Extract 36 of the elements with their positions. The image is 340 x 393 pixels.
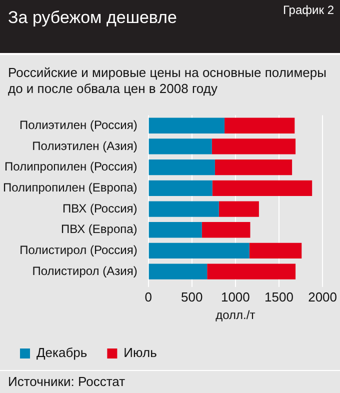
x-tick-label: 2000	[308, 289, 337, 304]
y-tick-label: Полипропилен (Россия)	[4, 160, 138, 174]
y-tick-label: ПВХ (Европа)	[60, 222, 138, 236]
bar	[202, 222, 250, 238]
bar	[148, 242, 250, 259]
bar	[214, 160, 292, 176]
y-tick-label: Полистирол (Россия)	[20, 243, 138, 258]
text: График 2	[282, 3, 334, 17]
chart-title: За рубежом дешевле	[8, 8, 177, 28]
bar	[207, 264, 296, 280]
y-tick-label: Полиэтилен (Азия)	[32, 138, 138, 153]
bar	[148, 264, 208, 280]
bar	[148, 180, 212, 196]
bar	[218, 201, 259, 217]
bar	[148, 160, 215, 176]
x-axis-title: долл./т	[216, 308, 256, 322]
bar	[249, 242, 302, 259]
text: Источники: Росстат	[0, 370, 340, 392]
bar	[212, 180, 312, 196]
x-tick-label: 1000	[220, 289, 250, 304]
x-tick-label: 0	[144, 289, 152, 304]
x-tick-label: 500	[181, 289, 203, 304]
y-tick-label: ПВХ (Россия)	[62, 201, 138, 216]
y-tick-label: Полипропилен (Европа)	[2, 180, 138, 194]
bar	[148, 118, 225, 134]
y-tick-label: Полиэтилен (Россия)	[20, 118, 138, 132]
bar	[148, 222, 202, 238]
chart-subtitle: Российские и мировые цены на основные полимеры до и после обвала цен в 2008 году	[0, 53, 340, 105]
x-tick-label: 1500	[264, 289, 294, 304]
bar	[212, 138, 296, 154]
bar	[224, 118, 295, 134]
bar	[148, 138, 212, 154]
legend-label: Июль	[124, 345, 158, 360]
y-tick-label: Полистирол (Азия)	[32, 264, 138, 278]
bar	[148, 201, 219, 217]
legend-label: Декабрь	[36, 345, 88, 360]
